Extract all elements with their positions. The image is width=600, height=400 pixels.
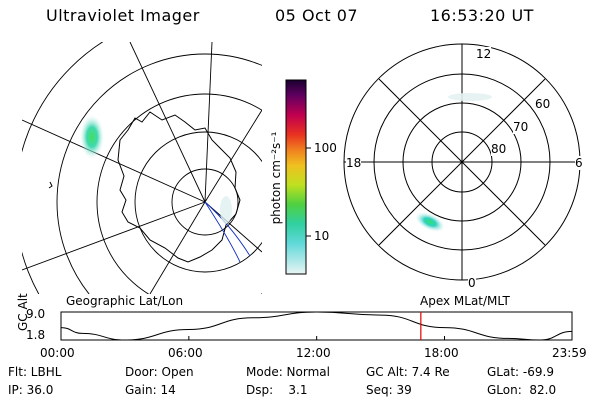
time-tick-0000: 00:00 bbox=[40, 346, 75, 360]
time-tick-1200: 12:00 bbox=[296, 346, 331, 360]
status-glon: GLon: 82.0 bbox=[487, 383, 557, 397]
mlt-label-0: 0 bbox=[468, 276, 476, 290]
status-dsp: Dsp: 3.1 bbox=[246, 383, 308, 397]
colorbar-tick-100: 100 bbox=[314, 141, 337, 155]
status-ip: IP: 36.0 bbox=[8, 383, 54, 397]
lat-label-80: 80 bbox=[491, 142, 507, 156]
lat-label-70: 70 bbox=[513, 120, 529, 134]
time-label: 16:53:20 UT bbox=[430, 6, 534, 25]
mlt-label-18: 18 bbox=[346, 156, 362, 170]
altitude-series-line-0 bbox=[60, 311, 573, 341]
instrument-title: Ultraviolet Imager bbox=[46, 6, 200, 25]
altitude-tick-high: 9.0 bbox=[26, 307, 46, 321]
status-mode: Mode: Normal bbox=[246, 365, 330, 379]
status-filter: Flt: LBHL bbox=[8, 365, 62, 379]
status-door: Door: Open bbox=[125, 365, 194, 379]
date-label: 05 Oct 07 bbox=[275, 6, 359, 25]
right-projection-label: Apex MLat/MLT bbox=[420, 294, 510, 308]
colorbar-tick-10: 10 bbox=[314, 229, 330, 243]
aurora-emission-left bbox=[80, 115, 104, 159]
status-gc-alt: GC Alt: 7.4 Re bbox=[366, 365, 450, 379]
mlt-label-12: 12 bbox=[476, 47, 492, 61]
status-glat: GLat: -69.9 bbox=[487, 365, 554, 379]
status-seq: Seq: 39 bbox=[366, 383, 412, 397]
time-tick-1800: 18:00 bbox=[424, 346, 459, 360]
left-projection-label: Geographic Lat/Lon bbox=[66, 294, 184, 308]
time-tick-2359: 23:59 bbox=[552, 346, 587, 360]
altitude-tick-low: 1.8 bbox=[26, 328, 46, 342]
mlt-label-6: 6 bbox=[575, 156, 583, 170]
time-tick-0600: 06:00 bbox=[168, 346, 203, 360]
status-gain: Gain: 14 bbox=[125, 383, 176, 397]
aurora-emission-right bbox=[415, 212, 445, 232]
lat-label-60: 60 bbox=[535, 97, 551, 111]
